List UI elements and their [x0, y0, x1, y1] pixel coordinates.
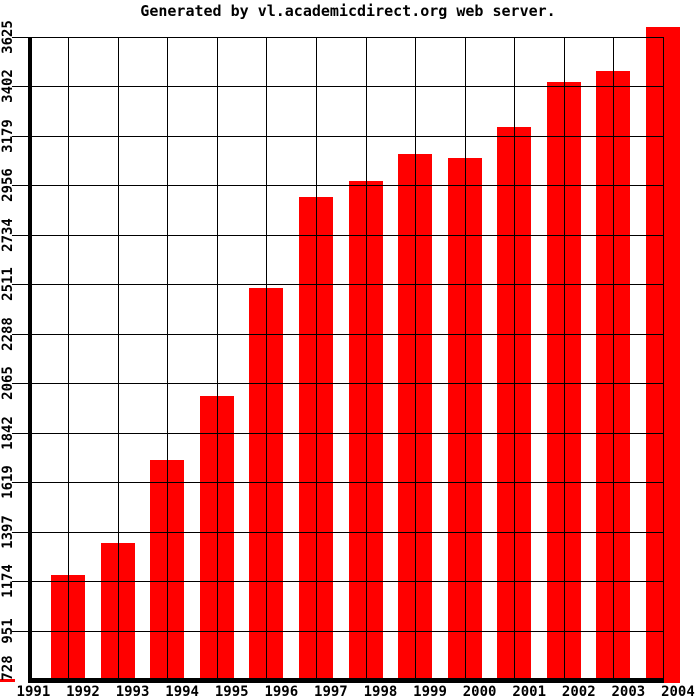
- bar-1997: [298, 197, 333, 683]
- v-gridline: [118, 37, 119, 678]
- v-gridline: [316, 37, 317, 678]
- x-axis-line: [28, 678, 663, 683]
- v-gridline: [514, 37, 515, 678]
- y-tick-label: 3179: [0, 119, 16, 153]
- h-gridline: [12, 235, 664, 236]
- bar-1991: [0, 679, 15, 682]
- bar-2002: [546, 81, 581, 683]
- y-tick-label: 1174: [0, 564, 16, 598]
- h-gridline: [12, 433, 664, 434]
- h-gridline: [12, 284, 664, 285]
- h-gridline: [12, 334, 664, 335]
- y-tick-label: 2288: [0, 316, 16, 351]
- v-gridline: [415, 37, 416, 678]
- y-tick-label: 1842: [0, 415, 16, 450]
- x-tick-label: 1994: [165, 683, 199, 700]
- v-gridline: [266, 37, 267, 678]
- v-gridline: [217, 37, 218, 678]
- h-gridline: [12, 86, 664, 87]
- y-tick-label: 728: [0, 655, 16, 681]
- y-tick-label: 2956: [0, 168, 16, 203]
- x-tick-label: 2004: [661, 683, 695, 700]
- h-gridline: [12, 482, 664, 483]
- h-gridline: [12, 185, 664, 186]
- x-tick-label: 1991: [16, 683, 51, 700]
- bar-2000: [447, 158, 482, 683]
- x-tick-label: 1997: [314, 683, 348, 700]
- y-tick-label: 3402: [0, 69, 16, 104]
- y-tick-label: 1397: [0, 514, 16, 549]
- v-gridline: [465, 37, 466, 678]
- plot-top-border: [12, 37, 664, 38]
- chart-title: Generated by vl.academicdirect.org web s…: [140, 2, 556, 20]
- y-tick-label: 2734: [0, 217, 16, 252]
- y-tick-label: 2511: [0, 267, 16, 302]
- y-tick-label: 1619: [0, 465, 16, 500]
- x-tick-label: 1999: [413, 683, 447, 700]
- h-gridline: [12, 532, 664, 533]
- x-tick-label: 1992: [66, 683, 100, 700]
- v-gridline: [564, 37, 565, 678]
- x-tick-label: 2002: [561, 683, 596, 700]
- h-gridline: [12, 383, 664, 384]
- y-axis-line: [28, 37, 32, 683]
- y-tick-label: 3625: [0, 20, 16, 54]
- x-tick-label: 1995: [214, 683, 249, 700]
- x-tick-label: 1996: [264, 683, 299, 700]
- bar-1998: [348, 180, 383, 683]
- h-gridline: [12, 581, 664, 582]
- v-gridline: [613, 37, 614, 678]
- plot-right-border: [663, 37, 664, 683]
- x-tick-label: 2003: [611, 683, 646, 700]
- v-gridline: [167, 37, 168, 678]
- x-tick-label: 1998: [363, 683, 398, 700]
- x-tick-label: 2001: [512, 683, 547, 700]
- y-tick-label: 951: [0, 617, 16, 644]
- bar-1993: [100, 543, 135, 683]
- bar-1995: [199, 396, 234, 683]
- x-tick-label: 1993: [115, 683, 150, 700]
- v-gridline: [68, 37, 69, 678]
- h-gridline: [12, 136, 664, 137]
- y-tick-label: 2065: [0, 366, 16, 401]
- v-gridline: [366, 37, 367, 678]
- x-tick-label: 2000: [462, 683, 497, 700]
- h-gridline: [12, 631, 664, 632]
